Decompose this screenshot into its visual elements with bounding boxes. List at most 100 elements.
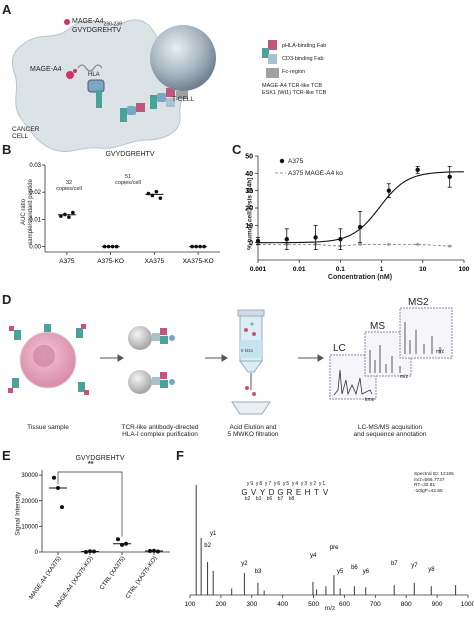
surface-complex-icon-2: [120, 103, 145, 122]
b-point: [106, 244, 111, 249]
f-xtick-label: 900: [432, 601, 443, 608]
panel-c-xlabel: Concentration (nM): [327, 274, 393, 281]
f-peak-label: b6: [351, 565, 358, 571]
panel-e-label: E: [2, 448, 11, 463]
e-ytick-label: 0: [35, 550, 39, 556]
ms2-label: MS2: [408, 297, 429, 308]
c-ko-point: [386, 243, 391, 246]
panel-d-illustration: [8, 307, 453, 415]
e-point: [152, 548, 156, 553]
f-peak-label: y6: [363, 569, 370, 575]
lc-label: LC: [333, 343, 346, 354]
panel-c-legend-1: A375: [288, 158, 304, 165]
b-xtick-label: XA375-KO: [183, 258, 214, 265]
ms-plot-icon: [364, 331, 412, 377]
b-ytick-label: 0.01: [29, 217, 41, 223]
f-peak-label: y8: [428, 567, 435, 573]
f-peak-label: y4: [310, 553, 317, 559]
panel-e-chart: 0 10000 20000 30000 MAGE-A4 (XA375)MAGE-A4 (…: [21, 470, 170, 610]
y-ion-label: y2: [309, 481, 318, 487]
mage-dot-icon: [64, 19, 70, 25]
c-ko-point: [447, 245, 452, 248]
residue: T: [314, 487, 319, 497]
legend-cd3-fab-label: CD3-binding Fab: [282, 56, 324, 62]
c-xtick-label: 100: [459, 266, 470, 273]
hla-label: HLA: [88, 72, 100, 78]
residue: Y: [259, 487, 266, 497]
format-label-2: ESK1 (Wt1) TCR-like TCB: [262, 90, 327, 96]
f-xtick-label: 600: [339, 601, 350, 608]
panel-d-label: D: [2, 292, 12, 307]
ms2-plot-icon: [399, 307, 453, 359]
step-4-label: LC-MS/MS acquisition and sequence annotat…: [353, 424, 427, 439]
legend-cd3-fab-icon: [268, 54, 277, 64]
t-cell-sphere: [150, 25, 216, 91]
residue: H: [304, 487, 311, 497]
mage-cell-label: MAGE-A4: [30, 66, 62, 73]
panel-c-label: C: [232, 142, 242, 157]
e-point: [156, 549, 160, 554]
mage-protein-icon: [66, 71, 74, 79]
ms-label: MS: [370, 321, 385, 332]
f-xtick-label: 700: [370, 601, 381, 608]
legend-fc-label: Fc-region: [282, 69, 306, 75]
f-xtick-label: 1000: [461, 601, 474, 608]
c-a375-point: [313, 235, 318, 240]
c-series-a375-curve: [257, 171, 465, 244]
b-ytick-label: 0.00: [29, 245, 41, 251]
b-point: [63, 212, 67, 217]
ms-axis-label: m/z: [400, 374, 409, 380]
f-peak-label: y1: [210, 531, 217, 537]
c-a375-point: [386, 188, 392, 193]
b-point: [198, 244, 202, 249]
e-ytick-label: 20000: [21, 499, 38, 505]
b-point: [158, 196, 163, 200]
tube-label: 5 kDa: [241, 348, 253, 353]
c-xtick-label: 10: [419, 266, 427, 273]
panel-a-illustration: [11, 19, 279, 153]
e-point: [120, 542, 124, 547]
e-point: [52, 475, 56, 480]
b-ytick-label: 0.03: [29, 163, 41, 169]
c-a375-point: [255, 238, 261, 244]
lc-axis-label: time: [365, 397, 375, 403]
b-point: [59, 214, 63, 218]
residue: G: [277, 487, 284, 497]
panel-e-significance: **: [88, 461, 94, 468]
b-xtick-label: A375-KO: [97, 258, 124, 265]
b-ion-label: b2: [244, 495, 251, 502]
residue: G: [241, 487, 248, 497]
step-2-label: TCR-like antibody-directed HLA-I complex …: [121, 424, 199, 439]
c-legend-marker-a375: [279, 158, 285, 164]
panel-b-ylabel: AUC ratio sample/standard peptide: [21, 179, 34, 245]
b-xtick-label: A375: [59, 258, 75, 265]
b-point: [154, 189, 159, 194]
ms2-axis-label: m/z: [436, 349, 445, 355]
panel-a-label: A: [2, 2, 12, 17]
f-xtick-label: 200: [215, 601, 226, 608]
e-xtick-label: MAGE-A4 (XA375-KO): [55, 556, 95, 610]
residue: V: [322, 487, 329, 497]
b-point: [67, 215, 71, 219]
c-ytick-label: 10: [245, 223, 253, 230]
e-point: [124, 541, 128, 546]
panel-e-ylabel: Signal Intensity: [14, 491, 22, 536]
panel-c-chart: 0 10 20 30 40 50 0.001 0.01 0.1 1 10 100: [245, 154, 470, 274]
f-peak-label: b2: [204, 543, 211, 549]
panel-c-ylabel: % tumor cell lysis [24h]: [246, 177, 254, 250]
mage-label: MAGE-A4230-239: [72, 18, 122, 28]
y-ion-label: y1: [318, 481, 327, 487]
bead-icon-1: [128, 326, 175, 350]
y-ion-label: y8: [255, 481, 264, 487]
e-xtick-label: MAGE-A4 (XA375): [29, 556, 63, 601]
legend-phla-fab-label: pHLA-binding Fab: [282, 43, 327, 49]
c-ytick-label: 20: [245, 206, 253, 213]
b-point: [146, 191, 151, 196]
f-peak-label: y2: [241, 561, 248, 567]
panel-b-annotation-1: 32 copies/cell: [56, 180, 82, 193]
panel-b-label: B: [2, 142, 12, 157]
b-ion-row: b2 b3 b6 b7 b8: [242, 495, 330, 503]
b-xtick-label: XA375: [145, 258, 165, 265]
f-xtick-label: 500: [308, 601, 319, 608]
b-point: [114, 244, 119, 249]
